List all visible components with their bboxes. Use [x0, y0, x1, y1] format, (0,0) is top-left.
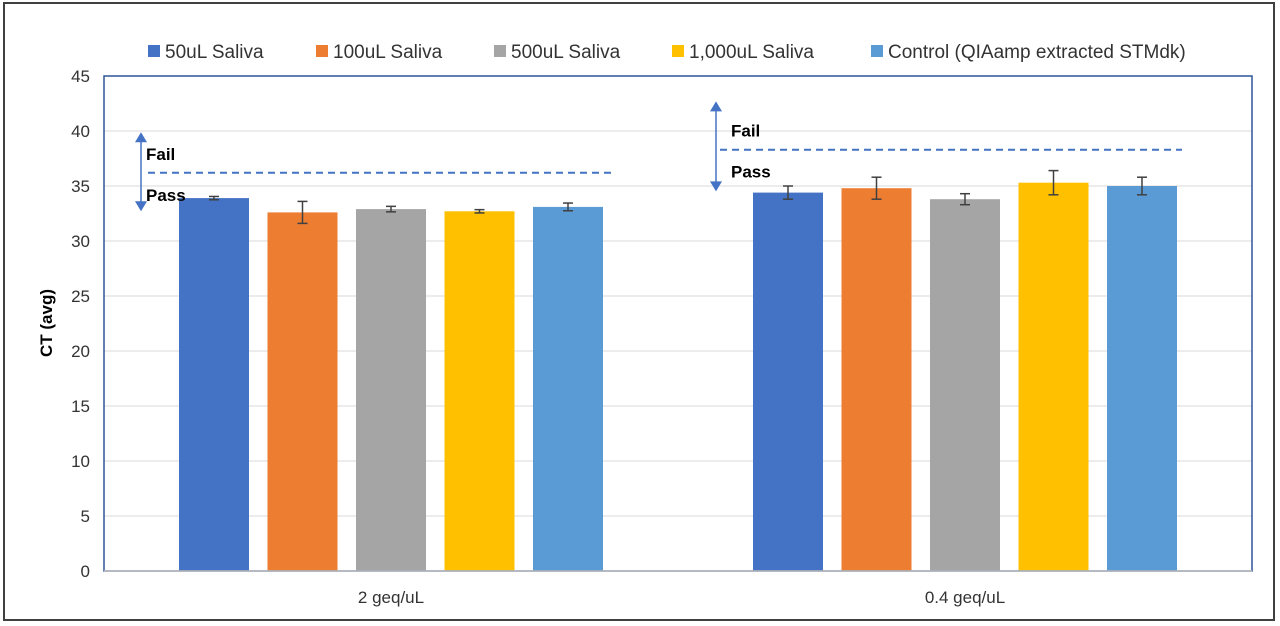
arrow-head-up: [135, 132, 147, 143]
legend-swatch: [316, 45, 328, 57]
legend-label: Control (QIAamp extracted STMdk): [888, 42, 1186, 63]
y-tick-label: 30: [71, 232, 90, 251]
legend-swatch: [672, 45, 684, 57]
legend-label: 100uL Saliva: [333, 42, 443, 63]
legend-label: 1,000uL Saliva: [689, 42, 814, 63]
fail-label: Fail: [731, 122, 760, 141]
bar: [533, 206, 603, 571]
x-category-label: 2 geq/uL: [358, 588, 424, 607]
axes: [103, 75, 1253, 572]
arrow-head-down: [135, 201, 147, 212]
bar: [841, 188, 912, 571]
pass-label: Pass: [731, 163, 771, 182]
arrow-head-down: [710, 181, 722, 192]
legend-swatch: [494, 45, 506, 57]
pass-fail-annotations: Fail Pass Fail Pass: [135, 101, 1182, 212]
bar: [1018, 182, 1089, 571]
arrow-head-up: [710, 101, 722, 112]
bar: [1107, 186, 1177, 571]
legend-swatch: [148, 45, 160, 57]
legend-label: 50uL Saliva: [165, 42, 264, 63]
y-tick-label: 10: [71, 452, 90, 471]
bar: [753, 192, 823, 571]
bar: [444, 211, 515, 572]
pass-label: Pass: [146, 186, 186, 205]
y-tick-label: 5: [81, 507, 90, 526]
y-tick-label: 45: [71, 67, 90, 86]
bar: [179, 198, 249, 571]
x-category-label: 0.4 geq/uL: [925, 588, 1005, 607]
y-tick-label: 35: [71, 177, 90, 196]
y-tick-label: 40: [71, 122, 90, 141]
fail-label: Fail: [146, 145, 175, 164]
bars: [179, 182, 1177, 572]
y-tick-label: 0: [81, 562, 90, 581]
y-axis-label: CT (avg): [37, 289, 56, 357]
bar: [267, 212, 338, 571]
y-tick-labels: 0 5 10 15 20 25 30 35 40 45: [71, 67, 90, 581]
legend-label: 500uL Saliva: [511, 42, 621, 63]
y-tick-label: 15: [71, 397, 90, 416]
bar: [930, 199, 1000, 571]
x-category-labels: 2 geq/uL 0.4 geq/uL: [358, 588, 1005, 607]
legend: 50uL Saliva 100uL Saliva 500uL Saliva 1,000…: [148, 42, 1186, 63]
legend-swatch: [871, 45, 883, 57]
y-tick-label: 20: [71, 342, 90, 361]
error-bars: [209, 169, 1147, 225]
bar: [356, 209, 426, 571]
y-tick-label: 25: [71, 287, 90, 306]
